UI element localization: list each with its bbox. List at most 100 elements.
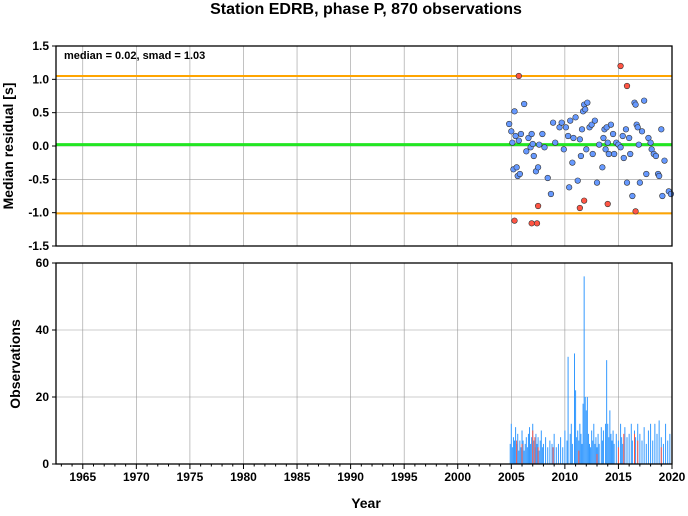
residual-y-ticks: 1.5 1.0 0.5 0.0 -0.5 -1.0 -1.5 <box>28 39 56 253</box>
residual-point <box>528 130 535 138</box>
residual-points <box>506 62 675 227</box>
residual-point <box>511 108 518 115</box>
residual-point <box>629 192 636 200</box>
residual-panel: 1.5 1.0 0.5 0.0 -0.5 -1.0 -1.5 median = 0.02, … <box>0 39 675 253</box>
y-tick-label: 1.5 <box>32 39 49 53</box>
residual-point <box>607 121 615 128</box>
observations-y-ticks: 60 40 20 0 <box>36 256 56 471</box>
x-tick-label: 1995 <box>391 470 418 484</box>
residual-point <box>525 134 532 142</box>
x-tick-label: 1985 <box>284 470 311 484</box>
residual-point <box>635 141 642 148</box>
residual-point <box>515 137 522 144</box>
residual-point <box>623 179 631 186</box>
residual-point <box>558 119 565 126</box>
residual-point <box>530 152 537 160</box>
residual-y-label: Median residual [s] <box>0 83 16 210</box>
observations-y-label: Observations <box>7 319 23 409</box>
residual-point <box>626 134 633 142</box>
residual-point <box>570 134 577 142</box>
residual-point <box>541 144 548 151</box>
residual-point <box>582 106 589 113</box>
residual-point <box>529 140 536 148</box>
residual-point <box>634 124 641 131</box>
y-tick-label: -1.0 <box>28 206 49 220</box>
stats-annotation: median = 0.02, smad = 1.03 <box>64 50 205 62</box>
residual-point <box>589 150 596 158</box>
residual-point <box>512 132 519 140</box>
y-tick-label: 40 <box>36 323 50 337</box>
residual-point <box>652 152 660 160</box>
residual-point <box>536 141 543 148</box>
residual-point <box>620 154 627 162</box>
residual-point <box>661 157 668 164</box>
residual-point <box>547 190 555 198</box>
residual-point <box>572 114 579 121</box>
residual-point <box>647 139 654 146</box>
y-tick-label: 1.0 <box>32 72 49 86</box>
residual-point <box>509 139 516 146</box>
residual-point <box>602 146 609 153</box>
x-tick-label: 1965 <box>69 470 96 484</box>
residual-point <box>521 100 528 108</box>
residual-point <box>569 159 576 166</box>
x-tick-label: 1975 <box>177 470 204 484</box>
residual-point <box>656 172 663 180</box>
observations-panel: 60 40 20 0 1965 1970 1975 1980 1985 1990 1995 2000… <box>7 256 686 511</box>
residual-point <box>576 136 583 143</box>
reference-lines <box>56 75 672 215</box>
residual-point <box>567 117 574 124</box>
residual-point <box>658 126 665 133</box>
residual-point <box>562 124 570 131</box>
residual-point <box>574 177 581 184</box>
outlier-point <box>632 208 639 215</box>
x-tick-label: 1990 <box>337 470 364 484</box>
residual-point <box>617 144 624 151</box>
residual-point <box>566 184 573 191</box>
y-tick-label: 0 <box>42 457 49 471</box>
y-tick-label: 60 <box>36 256 50 270</box>
outlier-point <box>623 82 631 90</box>
residual-point <box>638 128 646 135</box>
residual-point <box>534 164 542 171</box>
x-tick-label: 2010 <box>552 470 579 484</box>
x-tick-label: 1970 <box>123 470 150 484</box>
residual-point <box>544 174 551 182</box>
residual-point <box>611 150 618 158</box>
x-tick-label: 2015 <box>605 470 632 484</box>
outlier-point <box>528 220 535 227</box>
residual-point <box>604 139 611 146</box>
residual-point <box>632 101 639 108</box>
y-tick-label: 0.0 <box>32 139 49 153</box>
y-tick-label: 20 <box>36 390 50 404</box>
outlier-point <box>533 220 541 227</box>
chart-title: Station EDRB, phase P, 870 observations <box>210 1 522 18</box>
residual-point <box>605 150 612 158</box>
residual-point <box>517 130 525 138</box>
residual-point <box>599 164 606 171</box>
y-tick-label: -0.5 <box>28 172 49 186</box>
outlier-point <box>534 202 542 210</box>
outlier-point <box>576 204 583 212</box>
outlier-point <box>604 200 611 208</box>
residual-point <box>583 146 590 153</box>
residual-point <box>609 130 617 138</box>
residual-point <box>513 164 520 171</box>
outlier-point <box>511 217 518 224</box>
outlier-point <box>581 197 588 204</box>
residual-point <box>560 146 567 153</box>
residual-point <box>523 148 530 155</box>
residual-point <box>600 134 607 142</box>
residual-point <box>539 130 546 138</box>
outlier-point <box>515 72 522 80</box>
residual-point <box>564 132 572 140</box>
observation-bars <box>509 276 673 464</box>
residual-point <box>549 119 557 126</box>
residual-point <box>641 97 648 104</box>
residual-point <box>636 179 643 186</box>
residual-point <box>577 152 585 160</box>
residual-point <box>552 139 559 146</box>
residual-point <box>516 170 523 178</box>
